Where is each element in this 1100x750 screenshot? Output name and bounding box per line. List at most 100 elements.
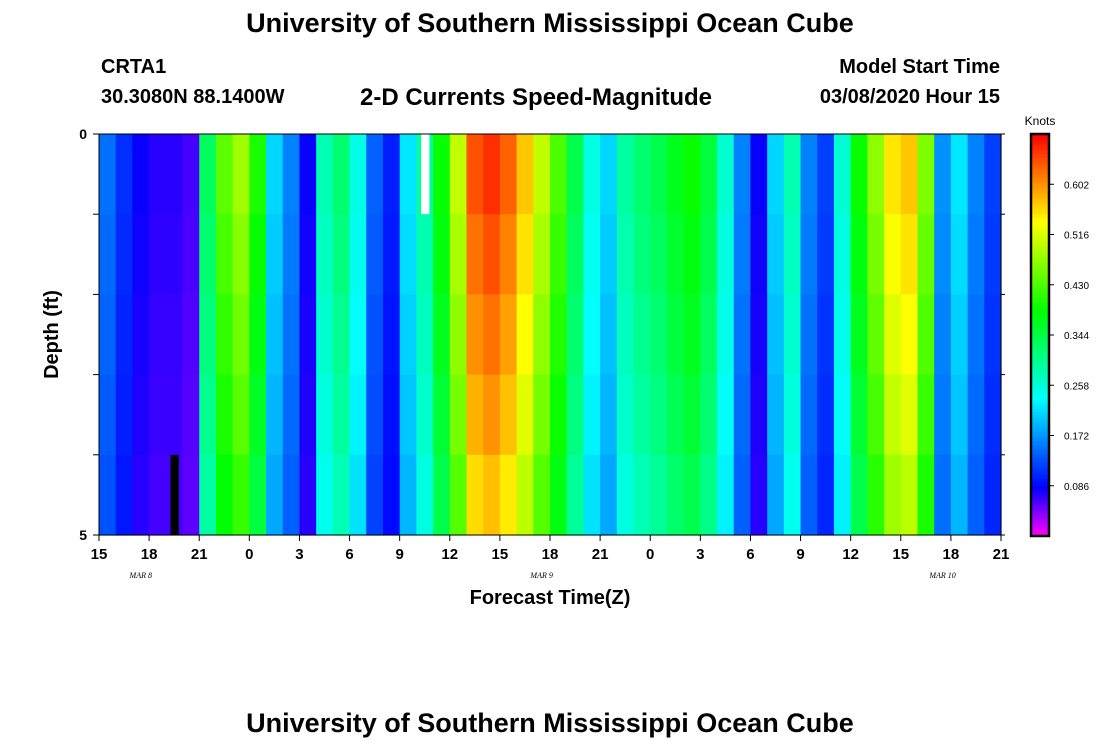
heatmap-cell (650, 374, 668, 456)
heatmap-cell (917, 134, 935, 215)
heatmap-cell (600, 134, 618, 215)
heatmap-cell (332, 294, 351, 376)
colorbar-segment (1031, 505, 1049, 510)
x-tick-label: 3 (295, 546, 303, 563)
heatmap-cell (533, 454, 551, 536)
heatmap-cell (349, 454, 367, 536)
heatmap-cell (449, 454, 468, 536)
x-tick-label: 9 (395, 546, 403, 563)
colorbar-segment (1031, 492, 1049, 497)
heatmap-cell (483, 374, 501, 456)
heatmap-cell (132, 294, 150, 376)
heatmap-cell (165, 134, 184, 215)
heatmap-cell (115, 214, 134, 295)
heatmap-cell (750, 294, 768, 376)
heatmap-cell (600, 294, 618, 376)
heatmap-cell (382, 134, 401, 215)
heatmap-cell (950, 134, 969, 215)
missing-data-cell (421, 134, 430, 215)
colorbar-segment (1031, 482, 1049, 487)
heatmap-cell (884, 214, 902, 295)
heatmap-cell (466, 374, 484, 456)
heatmap-cell (299, 294, 317, 376)
heatmap-cell (516, 454, 534, 536)
heatmap-cell (783, 134, 802, 215)
heatmap-cell (399, 134, 417, 215)
heatmap-cell (850, 214, 868, 295)
heatmap-cell (182, 454, 200, 536)
x-tick-label: 0 (646, 546, 654, 563)
heatmap-cell (967, 134, 985, 215)
date-label: MAR 10 (928, 571, 955, 580)
x-axis-label: Forecast Time(Z) (470, 587, 631, 609)
heatmap-cell (416, 294, 434, 376)
heatmap-cell (984, 294, 1002, 376)
heatmap-cell (767, 454, 785, 536)
chart-title: 2-D Currents Speed-Magnitude (360, 84, 713, 111)
colorbar-segment (1031, 395, 1049, 400)
colorbar-segment (1031, 298, 1049, 302)
colorbar-segment (1031, 211, 1049, 215)
colorbar-segment (1031, 264, 1049, 269)
model-start-label: Model Start Time (839, 56, 1000, 78)
heatmap-cell (399, 294, 417, 376)
colorbar-segment (1031, 197, 1049, 202)
heatmap-cell (950, 454, 969, 536)
heatmap-cell (466, 214, 484, 295)
colorbar-segment (1031, 515, 1049, 520)
colorbar-segment (1031, 177, 1049, 182)
heatmap-cell (984, 214, 1002, 295)
station-id: CRTA1 (101, 56, 167, 78)
heatmap-cell (232, 214, 250, 295)
heatmap-cell (717, 134, 735, 215)
heatmap-cell (199, 134, 217, 215)
heatmap-cell (783, 214, 802, 295)
colorbar-segment (1031, 532, 1049, 537)
page-title: University of Southern Mississippi Ocean… (246, 8, 854, 38)
heatmap-cell (900, 454, 919, 536)
x-axis: 15 18 21 0 3 6 9 12 15 18 21 0 3 6 9 12 15 18 21 MAR 8 MAR 9… (91, 535, 1009, 580)
heatmap-cell (950, 214, 969, 295)
colorbar-segment (1031, 321, 1049, 326)
heatmap-cell (733, 214, 752, 295)
heatmap-cell (299, 374, 317, 456)
heatmap-cell (800, 214, 818, 295)
colorbar-segment (1031, 170, 1049, 175)
colorbar-segment (1031, 412, 1049, 416)
colorbar-segment (1031, 274, 1049, 279)
heatmap-cell (934, 374, 952, 456)
heatmap-cell (750, 454, 768, 536)
heatmap-cell (249, 214, 267, 295)
heatmap-cell (349, 134, 367, 215)
heatmap-cell (683, 454, 701, 536)
heatmap-cell (316, 454, 334, 536)
colorbar-segment (1031, 221, 1049, 225)
colorbar-segment (1031, 499, 1049, 503)
heatmap-cell (984, 374, 1002, 456)
missing-data-cell (170, 454, 179, 535)
heatmap-cell (650, 294, 668, 376)
heatmap-cell (867, 134, 885, 215)
colorbar-segment (1031, 338, 1049, 343)
heatmap-cell (600, 454, 618, 536)
colorbar-tick-label: 0.086 (1064, 482, 1089, 493)
colorbar-segment (1031, 381, 1049, 386)
colorbar-segment (1031, 134, 1049, 138)
heatmap-cell (132, 454, 150, 536)
heatmap-cell (583, 454, 601, 536)
heatmap-cell (666, 214, 685, 295)
colorbar-segment (1031, 301, 1049, 306)
heatmap-cell (399, 374, 417, 456)
x-tick-label: 18 (542, 546, 559, 563)
heatmap-cell (466, 294, 484, 376)
heatmap-cell (165, 294, 184, 376)
heatmap-cell (516, 214, 534, 295)
colorbar-segment (1031, 469, 1049, 473)
heatmap-cell (282, 214, 301, 295)
colorbar-segment (1031, 475, 1049, 480)
heatmap-cell (266, 374, 284, 456)
colorbar-segment (1031, 408, 1049, 413)
colorbar-segment (1031, 241, 1049, 246)
heatmap-cell (783, 454, 802, 536)
